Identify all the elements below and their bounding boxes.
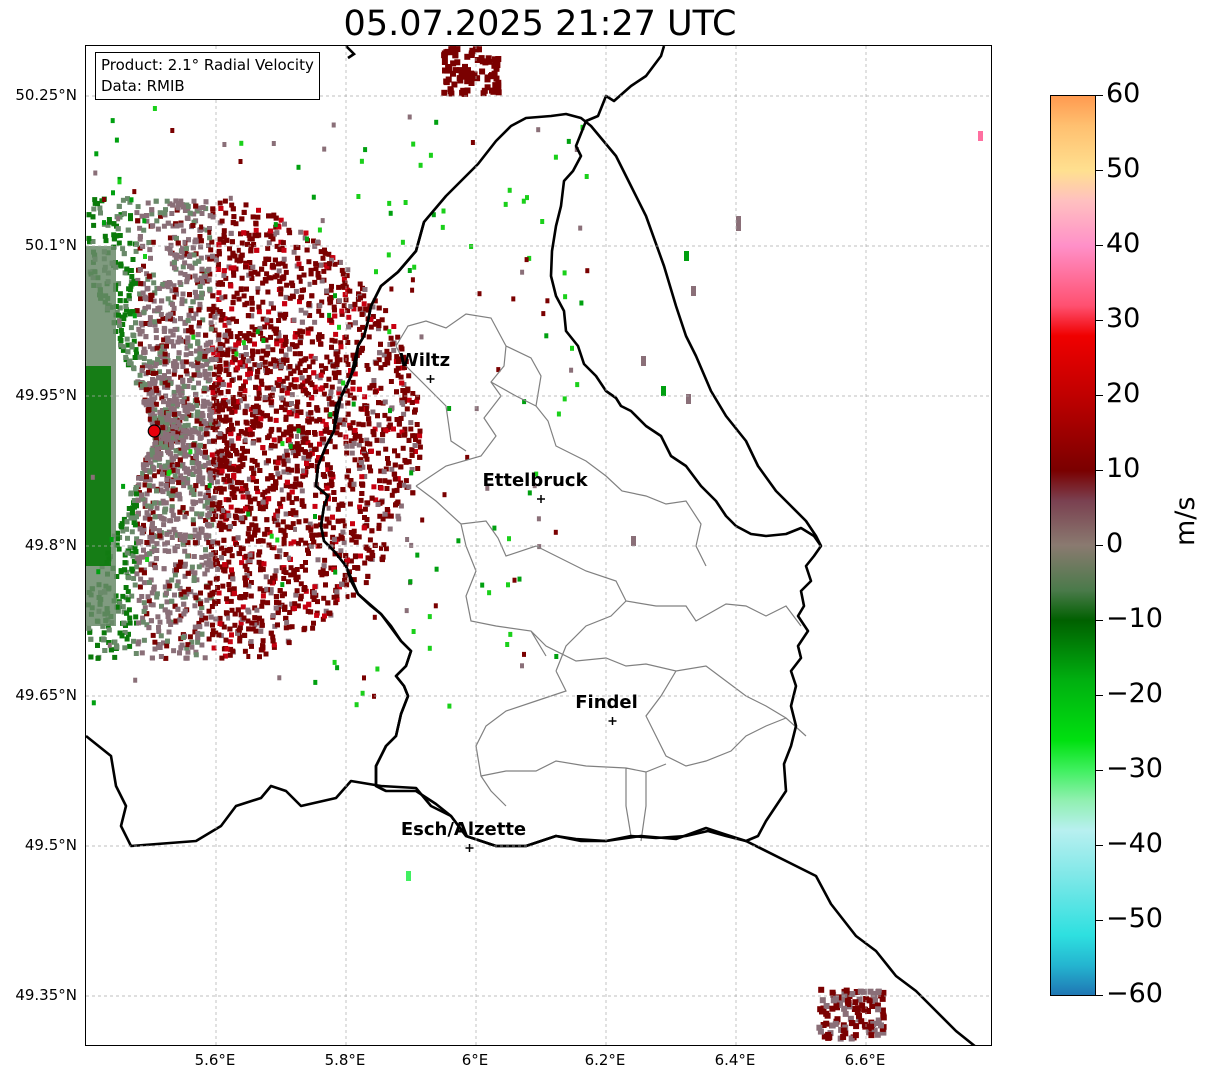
colorbar-tick — [1096, 245, 1103, 246]
radar-echoes — [86, 46, 983, 1042]
lon-tick-label: 6.6°E — [844, 1051, 886, 1069]
canton-boundaries — [395, 313, 807, 842]
colorbar-tick — [1096, 470, 1103, 471]
city-label: Esch/Alzette — [400, 819, 527, 840]
colorbar-tick-label: 60 — [1106, 78, 1141, 109]
map-title: 05.07.2025 21:27 UTC — [343, 4, 737, 44]
colorbar-tick — [1096, 995, 1103, 996]
colorbar-tick-label: 50 — [1106, 153, 1141, 184]
colorbar-tick-label: −30 — [1106, 753, 1163, 784]
lat-tick-label: 49.5°N — [24, 836, 77, 854]
colorbar-tick-label: −40 — [1106, 828, 1163, 859]
lon-tick-label: 6°E — [461, 1051, 489, 1069]
colorbar-tick — [1096, 395, 1103, 396]
lat-tick-label: 49.8°N — [24, 536, 77, 554]
city-marker — [465, 844, 474, 852]
colorbar — [1050, 95, 1096, 996]
colorbar-tick-label: −50 — [1106, 903, 1163, 934]
colorbar-tick-label: 40 — [1106, 228, 1141, 259]
product-label: Product: 2.1° Radial Velocity — [101, 56, 314, 74]
lon-tick-label: 5.8°E — [324, 1051, 366, 1069]
colorbar-tick-label: −20 — [1106, 678, 1163, 709]
city-label: Findel — [575, 692, 638, 713]
belgian-border — [314, 221, 426, 793]
lat-tick-label: 50.1°N — [24, 236, 77, 254]
map-canvas — [86, 46, 991, 1045]
colorbar-tick-label: −60 — [1106, 978, 1163, 1009]
info-box: Product: 2.1° Radial Velocity Data: RMIB — [95, 52, 320, 100]
lon-tick-label: 6.4°E — [714, 1051, 756, 1069]
colorbar-tick — [1096, 95, 1103, 96]
colorbar-tick — [1096, 770, 1103, 771]
border-top-segment — [345, 46, 357, 60]
city-marker — [426, 375, 435, 383]
colorbar-tick — [1096, 620, 1103, 621]
lat-tick-label: 49.95°N — [15, 386, 77, 404]
map-area[interactable] — [85, 45, 992, 1046]
lon-tick-label: 6.2°E — [584, 1051, 626, 1069]
radar-site-marker — [147, 424, 161, 438]
colorbar-tick — [1096, 920, 1103, 921]
lon-tick-label: 5.6°E — [194, 1051, 236, 1069]
colorbar-tick-label: 10 — [1106, 453, 1141, 484]
colorbar-tick — [1096, 320, 1103, 321]
colorbar-tick — [1096, 845, 1103, 846]
data-source-label: Data: RMIB — [101, 77, 185, 95]
lat-tick-label: 49.35°N — [15, 986, 77, 1004]
lat-tick-label: 49.65°N — [15, 686, 77, 704]
borders — [86, 46, 976, 1045]
colorbar-tick — [1096, 170, 1103, 171]
city-markers — [426, 375, 617, 852]
city-marker — [537, 495, 545, 503]
city-label: Wiltz — [398, 350, 451, 371]
lat-tick-label: 50.25°N — [15, 86, 77, 104]
colorbar-tick-label: 30 — [1106, 303, 1141, 334]
colorbar-tick-label: 20 — [1106, 378, 1141, 409]
colorbar-tick-label: −10 — [1106, 603, 1163, 634]
colorbar-tick-label: 0 — [1106, 528, 1124, 559]
german-border — [549, 46, 823, 547]
colorbar-tick — [1096, 545, 1103, 546]
colorbar-unit-label: m/s — [1170, 496, 1201, 546]
colorbar-tick — [1096, 695, 1103, 696]
city-marker — [608, 717, 617, 725]
city-label: Ettelbruck — [482, 470, 588, 491]
